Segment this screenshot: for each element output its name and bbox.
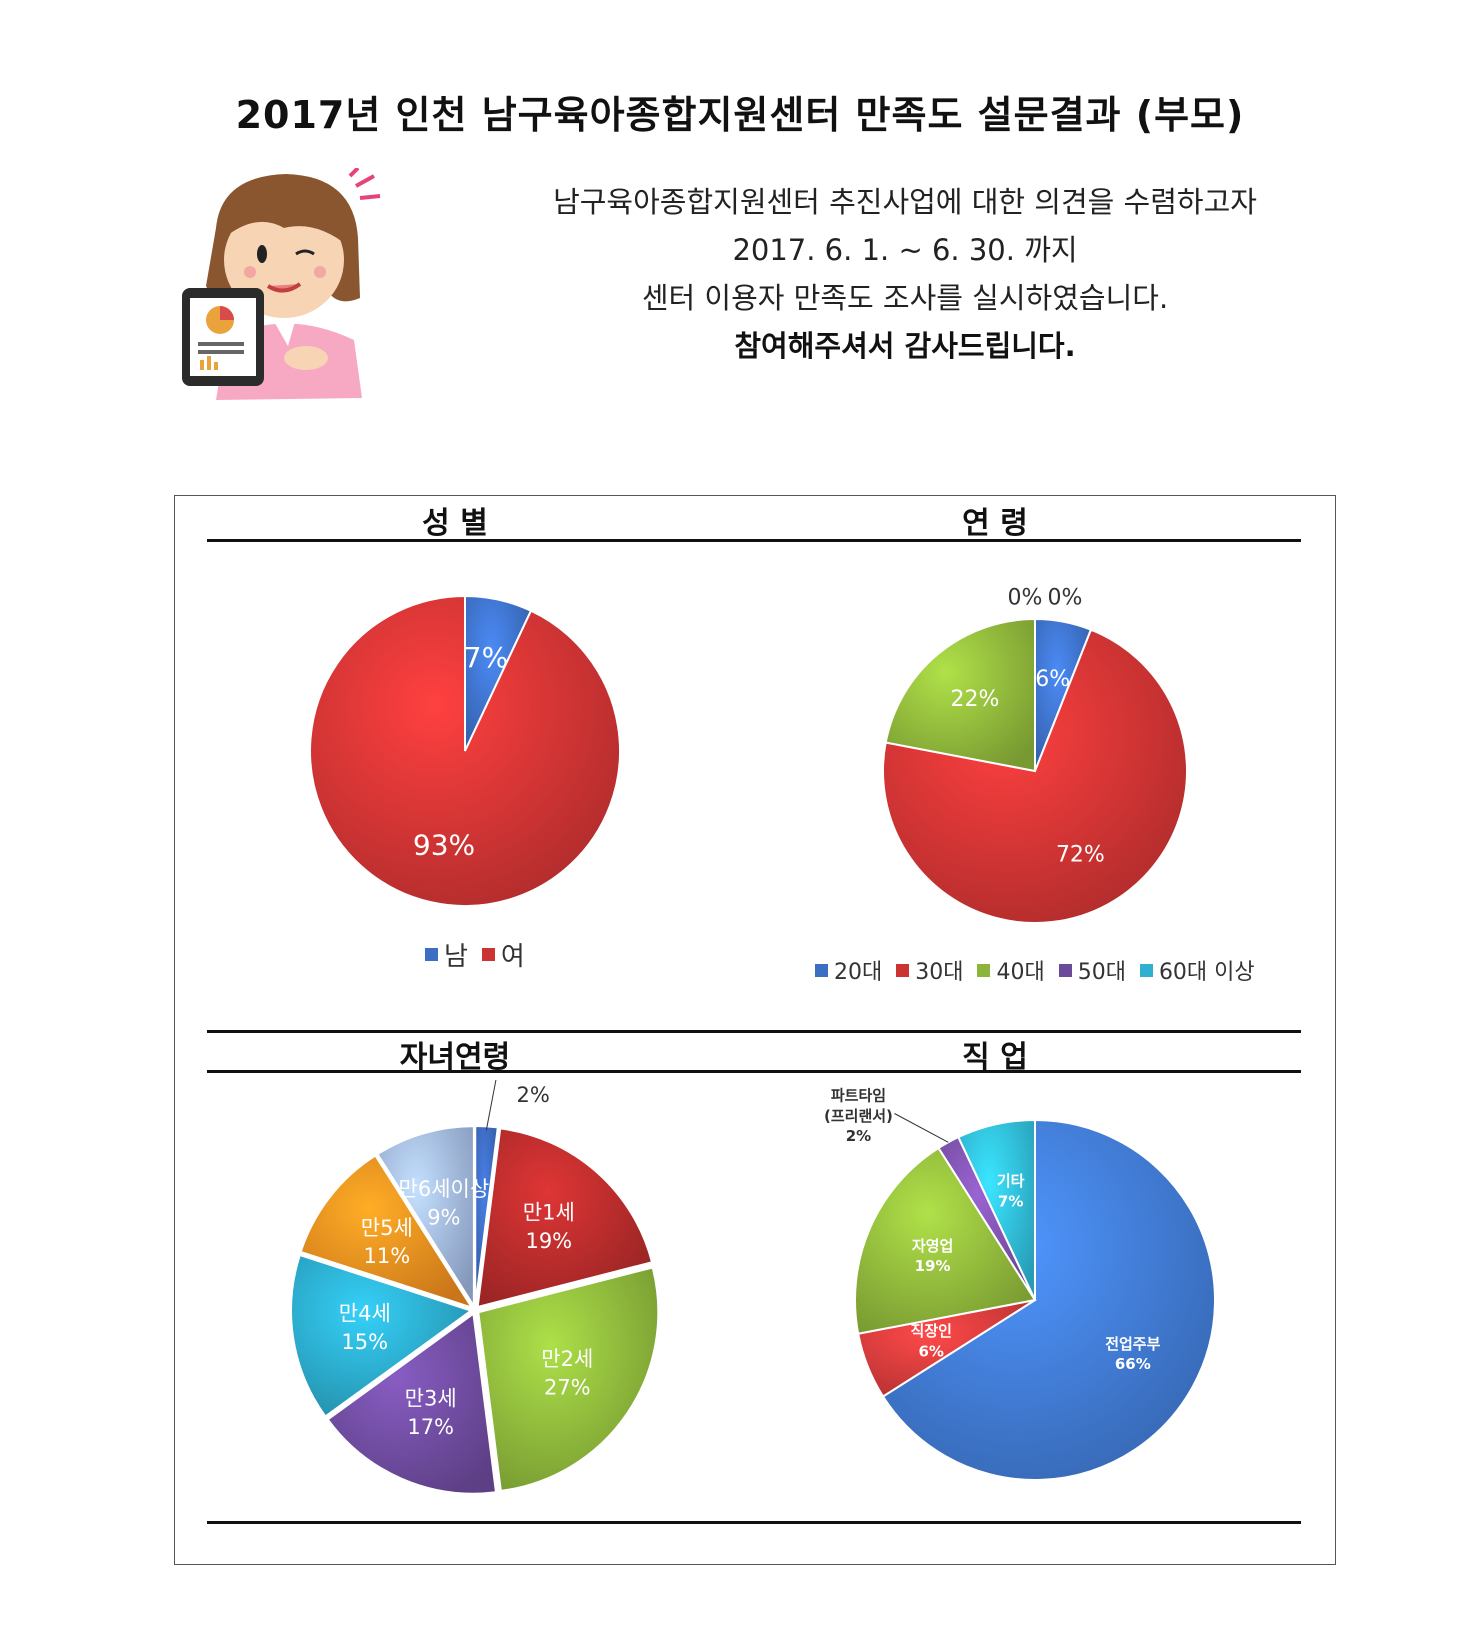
legend-label: 60대 이상 [1158, 960, 1255, 985]
job-pie-chart: 전업주부 66% 직장인 6% 자영업 19% 파트타임 (프리랜서) 2% 기타 7% [824, 1087, 1216, 1481]
section-title-child-age: 자녀연령 [399, 1040, 511, 1075]
legend-label: 여 [500, 942, 525, 972]
job-slice [957, 1118, 1036, 1301]
child-age-data-label: 만0세2% [507, 1080, 559, 1107]
age-slice [884, 617, 1036, 773]
section-title-age: 연 령 [962, 506, 1028, 541]
legend-item: 30대 [896, 954, 963, 986]
legend-label: 20대 [834, 960, 883, 985]
section-title-gender: 성 별 [422, 506, 488, 541]
child-age-data-label: 만3세 17% [405, 1387, 457, 1439]
section-rule [207, 539, 1301, 542]
child-age-data-label: 만1세 19% [523, 1200, 575, 1252]
mascot-illustration [176, 166, 406, 413]
age-data-label: 6% [1035, 667, 1070, 692]
age-pie-chart: 6% 72% 22% 0% 0% [882, 586, 1188, 924]
child-age-slice [290, 1253, 474, 1418]
age-data-label: 0% [1008, 586, 1043, 611]
child-age-data-label: 만2세 27% [541, 1347, 593, 1399]
child-age-slice [474, 1125, 499, 1307]
child-age-slice [376, 1125, 475, 1310]
legend-swatch [896, 963, 910, 977]
section-rule [207, 1521, 1301, 1524]
legend-item: 40대 [977, 954, 1045, 986]
legend-swatch [1058, 963, 1072, 977]
legend-swatch [977, 963, 991, 977]
child-age-data-label: 만4세 15% [339, 1302, 391, 1354]
child-age-slice [476, 1127, 654, 1309]
age-data-label: 22% [950, 687, 999, 712]
leader-line [894, 1113, 949, 1143]
job-data-label: 기타 7% [997, 1172, 1025, 1210]
section-title-job: 직 업 [962, 1040, 1028, 1075]
age-legend: 20대 30대 40대 50대 60대 이상 [815, 954, 1255, 986]
job-data-label: 전업주부 66% [1105, 1335, 1160, 1373]
legend-swatch [425, 948, 438, 961]
job-data-label: 자영업 19% [912, 1237, 953, 1275]
section-rule [207, 1070, 1301, 1073]
job-data-label: 파트타임 (프리랜서) 2% [824, 1087, 893, 1146]
intro-text: 남구육아종합지원센터 추진사업에 대한 의견을 수렴하고자 2017. 6. 1… [470, 178, 1340, 370]
child-age-slice [326, 1311, 498, 1495]
legend-item: 남 [425, 936, 468, 973]
gender-slice [309, 594, 621, 907]
intro-line: 남구육아종합지원센터 추진사업에 대한 의견을 수렴하고자 [553, 185, 1257, 219]
job-slice [854, 1146, 1037, 1335]
thanks-line: 참여해주셔서 감사드립니다. [734, 329, 1076, 363]
legend-swatch [815, 963, 828, 977]
child-age-data-label: 만5세 11% [361, 1216, 413, 1268]
legend-item: 여 [481, 936, 525, 973]
gender-data-label: 93% [413, 829, 475, 862]
legend-item: 50대 [1058, 954, 1126, 986]
age-data-label: 0% [1048, 586, 1083, 611]
leader-line [485, 1080, 497, 1131]
page-title: 2017년 인천 남구육아종합지원센터 만족도 설문결과 (부모) [235, 93, 1245, 137]
gender-data-label: 7% [464, 641, 508, 674]
intro-line: 2017. 6. 1. ~ 6. 30. 까지 [732, 233, 1078, 267]
child-age-slice [299, 1154, 475, 1310]
child-age-data-label: 만6세이상 9% [399, 1177, 490, 1229]
legend-item: 60대 이상 [1139, 954, 1255, 986]
legend-swatch [481, 948, 495, 961]
legend-label: 50대 [1077, 960, 1126, 985]
job-slice [881, 1118, 1216, 1481]
child-age-slice [477, 1266, 660, 1492]
legend-item: 20대 [815, 954, 882, 986]
legend-swatch [1139, 963, 1153, 977]
legend-label: 40대 [996, 960, 1045, 985]
section-rule [207, 1030, 1301, 1033]
age-slice [882, 628, 1188, 924]
intro-line: 센터 이용자 만족도 조사를 실시하였습니다. [641, 281, 1169, 315]
job-data-label: 직장인 6% [911, 1322, 952, 1360]
gender-pie-chart: 7% 93% [309, 594, 621, 907]
legend-label: 남 [444, 942, 468, 972]
age-data-label: 72% [1056, 842, 1105, 867]
legend-label: 30대 [915, 960, 964, 985]
